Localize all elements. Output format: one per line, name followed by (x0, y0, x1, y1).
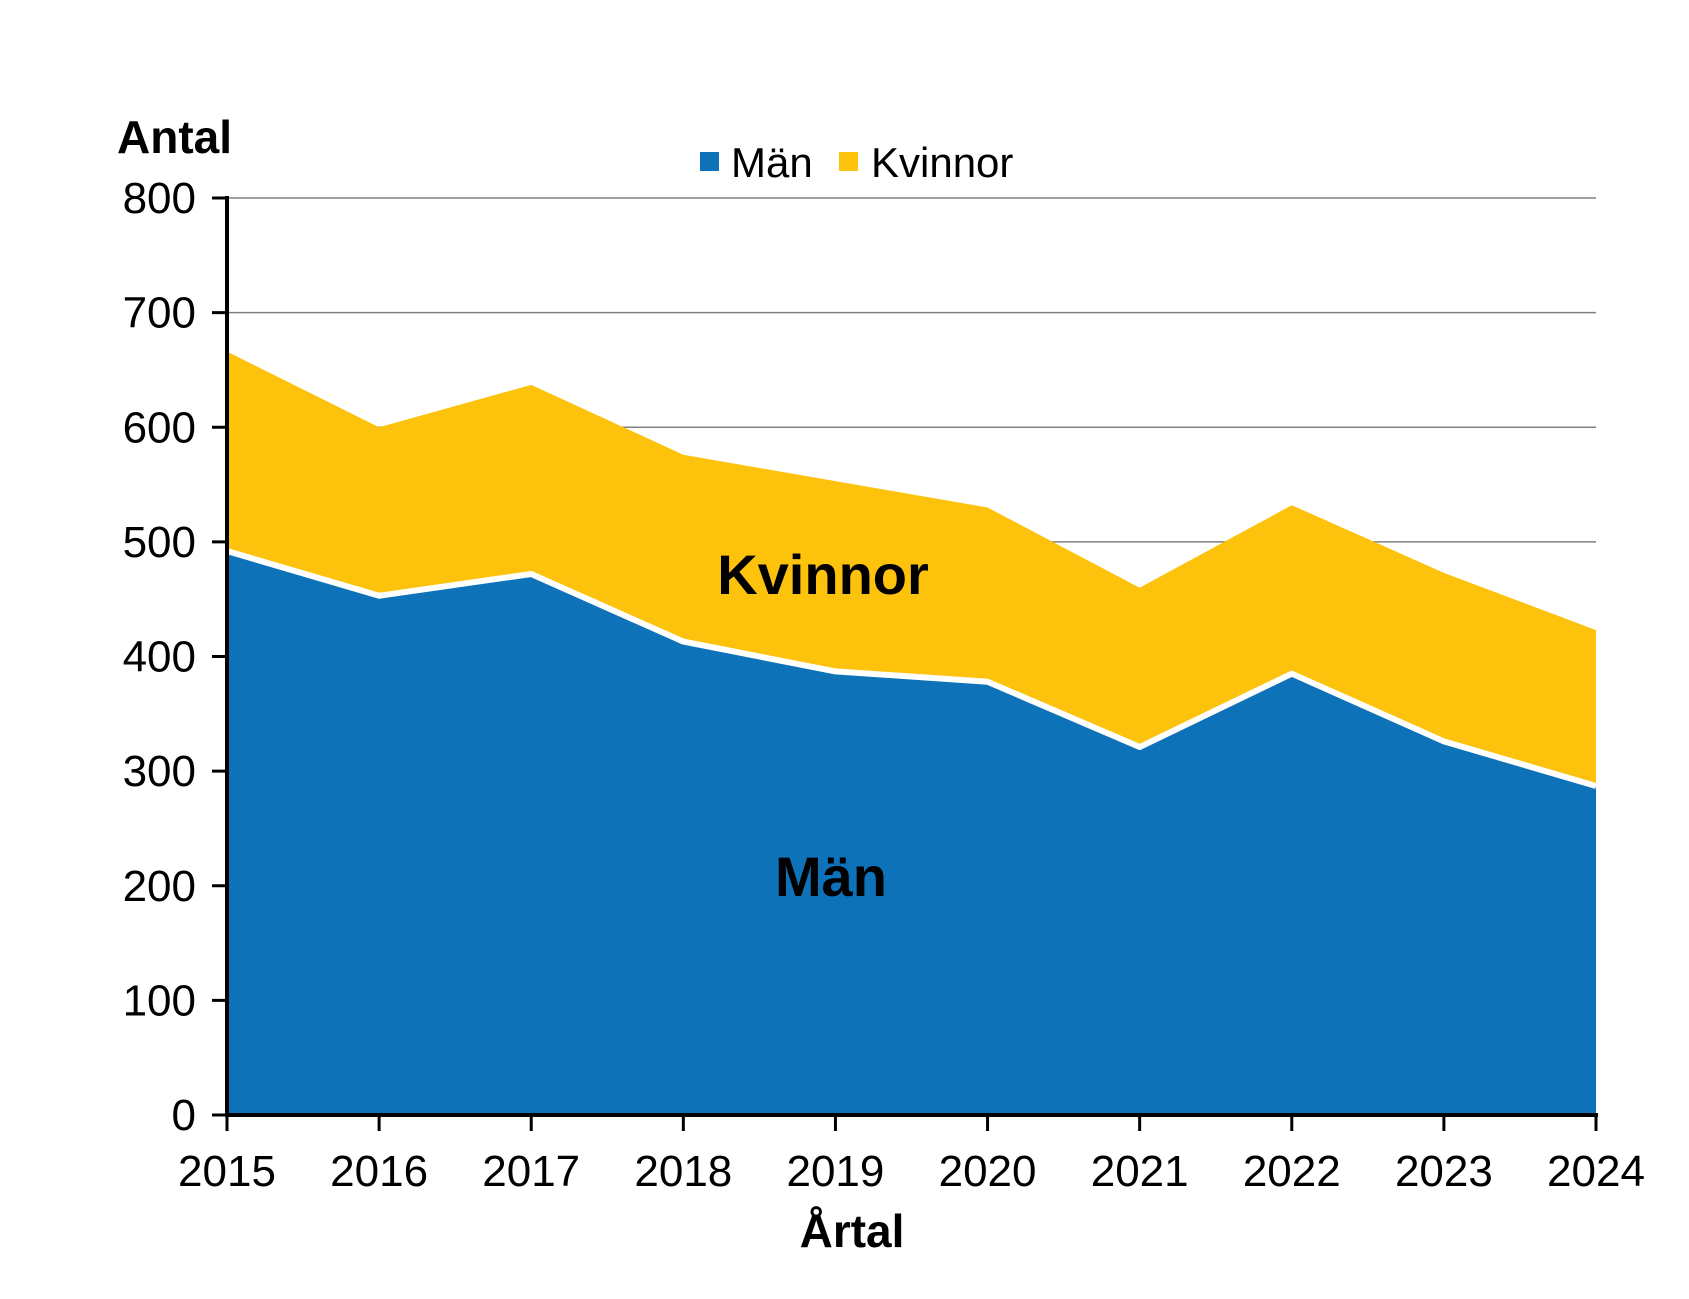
legend-swatch-kvinnor (839, 152, 858, 171)
y-tick-label: 800 (123, 174, 196, 223)
x-tick-label: 2024 (1547, 1147, 1645, 1196)
area-label-kvinnor: Kvinnor (717, 543, 929, 606)
tick-labels-layer: 0 100 200 300 400 500 600 700 800 2015 2016 2017 201… (123, 174, 1645, 1196)
x-tick-label: 2019 (786, 1147, 884, 1196)
x-tick-label: 2023 (1395, 1147, 1493, 1196)
y-tick-label: 500 (123, 518, 196, 567)
x-tick-label: 2022 (1243, 1147, 1341, 1196)
y-axis-title: Antal (117, 111, 232, 163)
y-tick-label: 300 (123, 747, 196, 796)
legend: Män Kvinnor (700, 139, 1013, 186)
x-tick-label: 2017 (482, 1147, 580, 1196)
y-tick-label: 100 (123, 976, 196, 1025)
legend-swatch-man (700, 152, 719, 171)
x-tick-label: 2015 (178, 1147, 276, 1196)
y-tick-label: 700 (123, 289, 196, 338)
x-tick-label: 2021 (1091, 1147, 1189, 1196)
y-tick-label: 400 (123, 633, 196, 682)
axes-layer (212, 196, 1598, 1131)
y-tick-label: 600 (123, 403, 196, 452)
y-tick-label: 0 (172, 1091, 196, 1140)
x-tick-label: 2018 (634, 1147, 732, 1196)
x-tick-label: 2020 (939, 1147, 1037, 1196)
y-tick-label: 200 (123, 862, 196, 911)
series-divider (226, 548, 1597, 789)
legend-label-kvinnor: Kvinnor (871, 139, 1013, 186)
area-label-man: Män (775, 845, 887, 908)
x-tick-label: 2016 (330, 1147, 428, 1196)
areas-layer (226, 351, 1597, 1115)
x-axis-title: Årtal (800, 1205, 905, 1257)
legend-label-man: Män (731, 139, 813, 186)
